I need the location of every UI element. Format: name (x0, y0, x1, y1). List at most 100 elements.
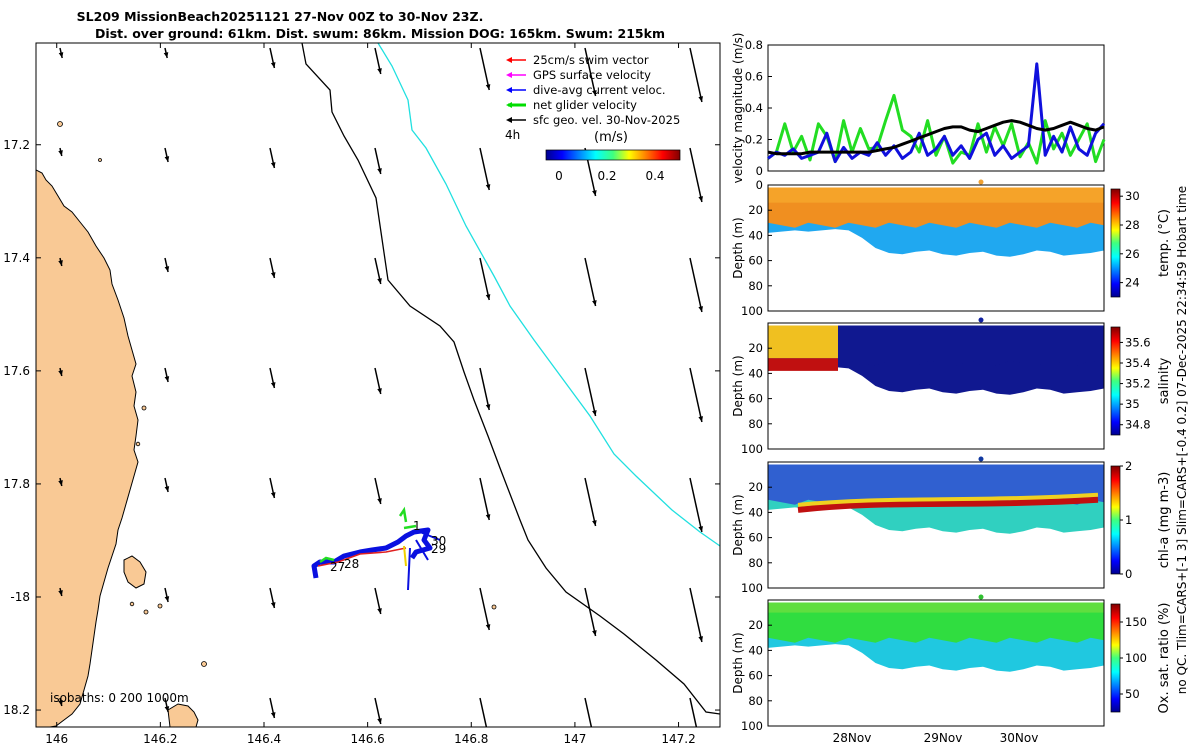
map-colorbar (545, 149, 681, 161)
velocity-arrow-head (164, 266, 170, 272)
section-ytick-label: 60 (748, 254, 763, 268)
velocity-arrow-head (58, 700, 63, 706)
velocity-arrow-head (485, 84, 491, 90)
velocity-arrow (689, 697, 698, 727)
velocity-arrow-head (164, 596, 170, 602)
land-mainland (36, 169, 139, 727)
velocity-arrow-head (592, 410, 597, 416)
section-panel-2: 20 40 60 80 100 Depth (m) 35.6 35.4 35.2 35 34.8 sa… (731, 317, 1172, 456)
section-ytick-label: 60 (748, 531, 763, 545)
velocity-arrow-head (592, 520, 597, 526)
track-label-28: 28 (344, 557, 359, 571)
colorbar-tick-label: 24 (1125, 276, 1140, 290)
velocity-arrow-head (592, 190, 597, 196)
velocity-arrow (689, 47, 703, 103)
colorbar-tick-1: 0.2 (597, 169, 616, 183)
colorbar-tick-label: 1 (1125, 513, 1132, 527)
velocity-arrow (479, 147, 490, 191)
velocity-arrow-head (698, 96, 703, 102)
colorbar-tick-2: 0.4 (645, 169, 664, 183)
track-label-29: 29 (431, 542, 446, 556)
velocity-arrow-head (485, 624, 491, 630)
section-ytick-label: 80 (748, 279, 763, 293)
section-ytick-label: 20 (748, 203, 763, 217)
map-axes-box (35, 42, 721, 728)
velocity-arrow-head (58, 480, 63, 486)
velocity-arrow-head (592, 630, 597, 636)
velocity-arrow (479, 477, 490, 521)
velocity-arrow-head (377, 168, 382, 174)
swim-vector-track (317, 547, 407, 567)
velocity-arrow (689, 587, 703, 643)
section-panel-3: 20 40 60 80 100 Depth (m) 2 1 0 chl-a (mg m-3) (731, 456, 1172, 595)
velocity-arrow (584, 47, 597, 97)
map-ytick-label: 17.6 (3, 364, 30, 378)
section-colorbar (1110, 603, 1121, 713)
velocity-arrow-head (592, 90, 597, 96)
velocity-arrow-head (270, 62, 276, 68)
title-line-2: Dist. over ground: 61km. Dist. swum: 86k… (95, 26, 665, 41)
section-colorbar-label: Ox. sat. ratio (%) (1157, 603, 1172, 714)
map-ytick-label: 17.8 (3, 477, 30, 491)
velocity-arrow-head (164, 706, 170, 712)
velocity-arrow-head (164, 486, 170, 492)
section-ytick-label: 20 (748, 618, 763, 632)
velocity-arrow-head (592, 740, 597, 746)
velocity-arrow (584, 697, 593, 727)
velocity-arrow (689, 257, 703, 313)
colorbar-tick-label: 34.8 (1125, 418, 1151, 432)
velocity-arrow-head (58, 52, 64, 58)
section-ytick-label: 100 (741, 719, 763, 733)
section-colorbar (1110, 465, 1121, 575)
section-ytick-label: 20 (748, 341, 763, 355)
section-axes-box (767, 461, 1105, 589)
section-ylabel: Depth (m) (731, 494, 745, 555)
legend-label: GPS surface velocity (533, 68, 651, 82)
colorbar-tick-label: 50 (1125, 687, 1140, 701)
section-ytick-label: 60 (748, 392, 763, 406)
legend-swatch-head (506, 102, 512, 108)
glider-track: 28 27 29 30 1 (311, 506, 446, 591)
section-axes-box (767, 599, 1105, 727)
section-colorbar-label: chl-a (mg m-3) (1157, 472, 1172, 569)
section-colorbar (1110, 188, 1121, 298)
colorbar-label: (m/s) (594, 130, 628, 145)
velocity-arrow-head (698, 306, 703, 312)
x-tick-28nov: 28Nov (833, 731, 872, 745)
title-line-1: SL209 MissionBeach20251121 27-Nov 00Z to… (76, 9, 484, 24)
section-ytick-label: 0 (756, 178, 763, 192)
track-label-1: 1 (413, 519, 421, 533)
section-ytick-label: 80 (748, 417, 763, 431)
colorbar-tick-label: 35 (1125, 397, 1140, 411)
colorbar-tick-label: 35.4 (1125, 356, 1151, 370)
section-ylabel: Depth (m) (731, 355, 745, 416)
dive-avg-current-track (311, 527, 433, 579)
section-colorbar-label: salinity (1157, 357, 1172, 404)
velocity-arrow-head (485, 184, 491, 190)
map-ytick-label: 17.4 (3, 251, 30, 265)
colorbar-tick-0: 0 (555, 169, 563, 183)
velocity-arrow-head (377, 278, 382, 284)
map-xtick-label: 146.8 (454, 732, 488, 746)
colorbar-tick-label: 100 (1125, 651, 1147, 665)
colorbar-tick-label: 30 (1125, 189, 1140, 203)
geostrophic-velocity-arrows (58, 47, 703, 746)
velocity-arrow-head (270, 602, 276, 608)
legend-label: net glider velocity (533, 98, 637, 112)
velocity-arrow-head (377, 498, 382, 504)
velocity-arrow-head (698, 196, 703, 202)
chl-yellow-layer (797, 492, 1099, 507)
section-panel-4: 20 40 60 80 100 Depth (m) 150 100 50 Ox. sat. rat… (731, 594, 1172, 733)
legend-swatch-head (506, 87, 512, 93)
velocity-ytick-label: 0.8 (745, 38, 763, 52)
section-ylabel: Depth (m) (731, 632, 745, 693)
legend-time-tag: 4h (505, 128, 520, 142)
section-ytick-label: 40 (748, 366, 763, 380)
velocity-arrow-head (270, 492, 276, 498)
track-label-27: 27 (330, 560, 345, 574)
velocity-ytick-label: 0.2 (745, 133, 763, 147)
map-xtick-label: 147.2 (661, 732, 695, 746)
velocity-panel: 0 0.2 0.4 0.6 0.8 velocity magnitude (m/s) (731, 33, 1106, 183)
salinity-high-patch (768, 325, 838, 359)
section-ytick-label: 60 (748, 669, 763, 683)
